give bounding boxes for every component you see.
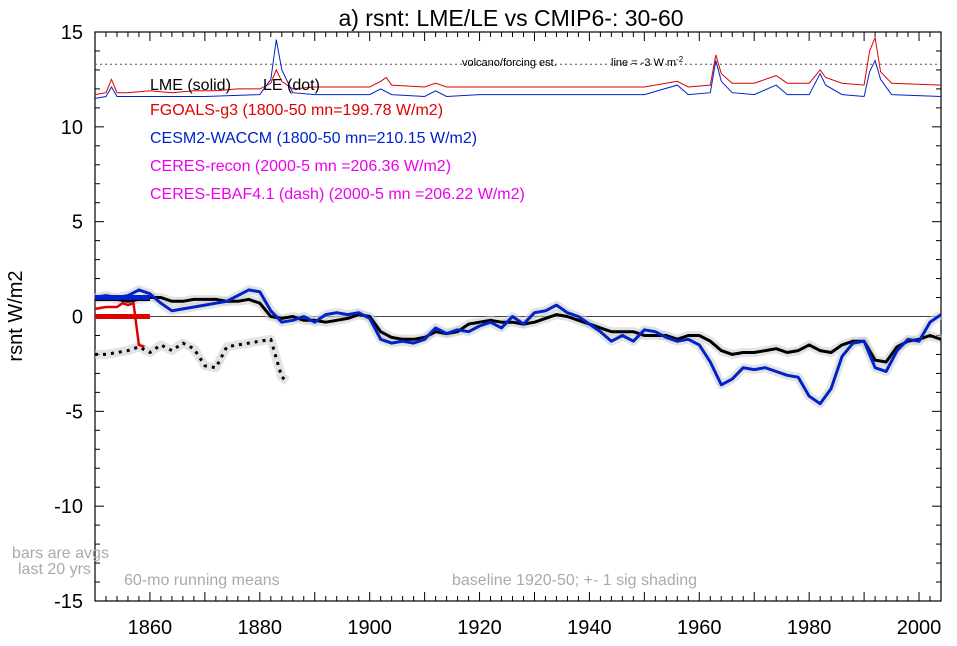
x-tick-label: 1980 <box>787 617 832 639</box>
x-tick-label: 1880 <box>238 617 283 639</box>
x-tick-label: 2000 <box>897 617 942 639</box>
volcano-annotation: volcano/forcing est. <box>462 57 557 69</box>
volcano-forcing-line <box>94 35 942 96</box>
y-tick-label: -15 <box>54 591 83 613</box>
y-tick-label: 10 <box>61 117 83 139</box>
sigma-shading <box>95 334 290 385</box>
fgoals-segment-line <box>94 301 145 348</box>
plot-area: 1860 1880 1900 1920 1940 1960 1980 2000 -15 -10 -5… <box>54 22 944 639</box>
y-tick-label: 0 <box>72 307 83 329</box>
y-axis-label: rsnt W/m2 <box>5 270 27 361</box>
y-tick-label: -5 <box>65 401 83 423</box>
bars-note-line-1: bars are avgs <box>12 545 109 562</box>
legend-entry-ceres-ebaf: CERES-EBAF4.1 (dash) (2000-5 mn =206.22 … <box>150 186 525 203</box>
x-tick-label: 1940 <box>567 617 612 639</box>
legend-header-dot: LE (dot) <box>263 77 320 94</box>
x-tick-label: 1920 <box>457 617 502 639</box>
running-means-note: 60-mo running means <box>124 572 280 589</box>
line-note-superscript: -2 <box>676 55 684 64</box>
line-note-annotation: line = -3 W m-2 <box>611 55 684 69</box>
legend-entry-fgoals: FGOALS-g3 (1800-50 mn=199.78 W/m2) <box>150 102 443 119</box>
volcano-forcing-line <box>94 39 942 99</box>
baseline-note: baseline 1920-50; +- 1 sig shading <box>452 572 697 589</box>
line-note-text: line = -3 W m <box>611 57 676 69</box>
chart-title: a) rsnt: LME/LE vs CMIP6-: 30-60 <box>338 5 683 31</box>
y-tick-label: -10 <box>54 496 83 518</box>
bars-note-line-2: last 20 yrs <box>18 561 91 578</box>
legend-entry-cesm2: CESM2-WACCM (1800-50 mn=210.15 W/m2) <box>150 130 477 147</box>
legend-header-solid: LME (solid) <box>150 77 231 94</box>
x-tick-label: 1860 <box>128 617 173 639</box>
series-line <box>94 296 942 364</box>
y-tick-label: 5 <box>72 212 83 234</box>
series-line <box>94 288 942 406</box>
le-dotted-line <box>95 337 289 383</box>
legend-entry-ceres-recon: CERES-recon (2000-5 mn =206.36 W/m2) <box>150 158 451 175</box>
x-tick-label: 1960 <box>677 617 722 639</box>
y-tick-label: 15 <box>61 22 83 44</box>
x-tick-label: 1900 <box>347 617 392 639</box>
